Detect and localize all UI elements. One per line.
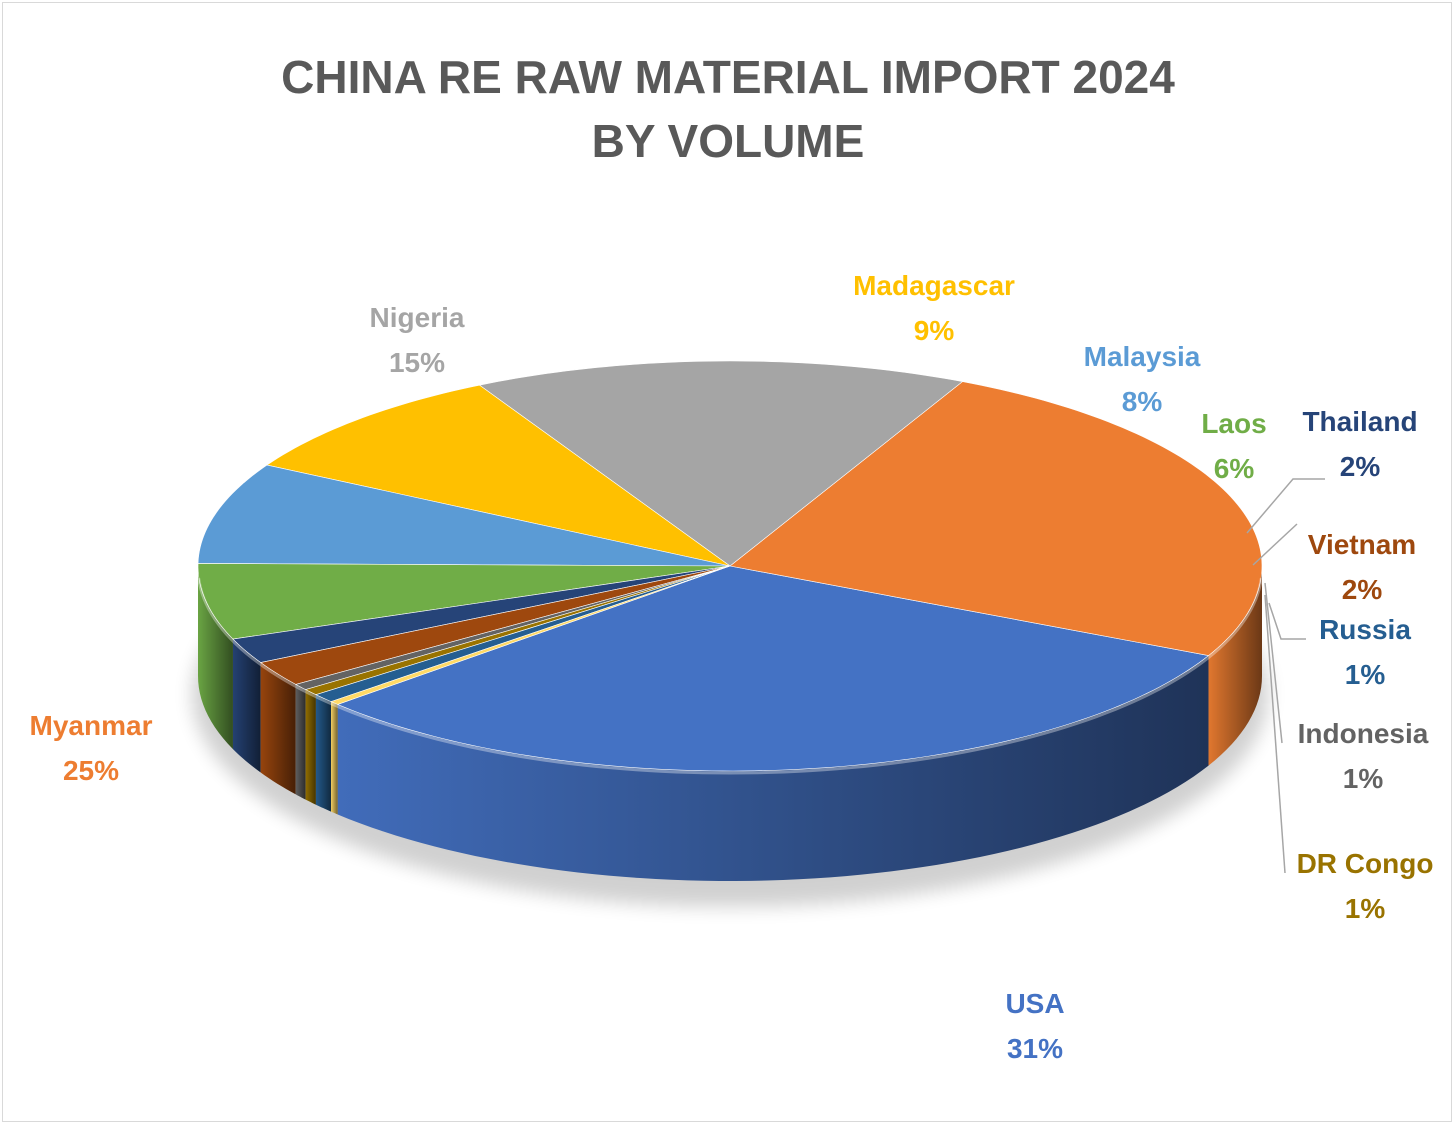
leader-line-thailand [1246, 478, 1325, 534]
data-label-pct-indonesia: 1% [1343, 763, 1384, 794]
pie-side-thailand [232, 639, 261, 773]
data-label-name-russia: Russia [1319, 614, 1411, 645]
data-label-pct-madagascar: 9% [914, 315, 955, 346]
pie-slice-malaysia [197, 464, 731, 567]
pie-slice-laos [197, 563, 731, 640]
leader-line-dr-congo [1264, 594, 1286, 874]
pie-side-myanmar [1208, 566, 1262, 766]
data-label-name-dr-congo: DR Congo [1297, 848, 1434, 879]
data-label-name-nigeria: Nigeria [370, 302, 465, 333]
pie-chart: USA 31% Myanmar 25% Nigeria 15% Madagascar 9% Ma… [30, 270, 1434, 1064]
leader-line-russia [1268, 602, 1306, 640]
pie-slice-vietnam [259, 565, 731, 685]
data-label-pct-usa: 31% [1007, 1033, 1063, 1064]
pie-side-laos [198, 566, 233, 750]
pie-slice-other-11 [330, 565, 731, 705]
data-label-pct-laos: 6% [1214, 453, 1255, 484]
data-label-pct-nigeria: 15% [389, 347, 445, 378]
data-label-pct-russia: 1% [1345, 659, 1386, 690]
pie-slice-nigeria [478, 360, 964, 567]
leader-line-vietnam [1252, 523, 1298, 566]
data-label-name-indonesia: Indonesia [1298, 718, 1429, 749]
pie-side-dr-congo [305, 689, 316, 805]
chart-title-line1: CHINA RE RAW MATERIAL IMPORT 2024 [281, 51, 1175, 103]
pie-side-indonesia [295, 684, 306, 800]
data-label-name-myanmar: Myanmar [30, 710, 153, 741]
data-label-name-usa: USA [1005, 988, 1064, 1019]
chart-title: CHINA RE RAW MATERIAL IMPORT 2024 BY VOL… [3, 45, 1453, 173]
pie-slice-thailand [232, 565, 731, 663]
data-label-pct-dr-congo: 1% [1345, 893, 1386, 924]
data-label-name-vietnam: Vietnam [1308, 529, 1416, 560]
data-label-name-malaysia: Malaysia [1084, 341, 1201, 372]
pie-side-usa [337, 655, 1209, 881]
data-label-pct-thailand: 2% [1340, 451, 1381, 482]
data-label-pct-vietnam: 2% [1342, 574, 1383, 605]
pie-side-other-11 [331, 701, 338, 815]
pie-slice-usa [336, 565, 1210, 772]
pie-slice-madagascar [266, 384, 731, 567]
data-label-name-madagascar: Madagascar [853, 270, 1015, 301]
chart-title-line2: BY VOLUME [591, 115, 865, 167]
pie-side-russia [315, 694, 331, 812]
leader-line-indonesia [1264, 582, 1283, 744]
data-label-pct-malaysia: 8% [1122, 386, 1163, 417]
pie-side-vietnam [260, 662, 296, 795]
data-label-pct-myanmar: 25% [63, 755, 119, 786]
data-label-name-thailand: Thailand [1302, 406, 1417, 437]
pie-rim-highlight [197, 578, 1263, 775]
pie-slice-myanmar [729, 381, 1263, 656]
data-label-name-laos: Laos [1201, 408, 1266, 439]
